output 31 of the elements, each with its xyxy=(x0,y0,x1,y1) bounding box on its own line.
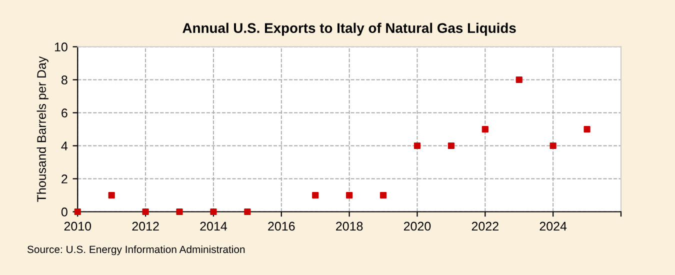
x-tick-label: 2018 xyxy=(336,222,363,231)
source-note: Source: U.S. Energy Information Administration xyxy=(27,245,245,256)
x-tick-label: 2010 xyxy=(64,222,92,231)
point xyxy=(550,142,556,150)
point xyxy=(448,142,454,150)
y-tick-label: 2 xyxy=(62,174,68,184)
x-tick-label: 2024 xyxy=(540,222,567,231)
point xyxy=(414,142,421,150)
x-tick-label: 2020 xyxy=(404,222,431,231)
x-tick-label: 2016 xyxy=(268,222,295,231)
point xyxy=(482,126,488,133)
y-tick-label: 0 xyxy=(61,208,68,216)
point xyxy=(108,192,115,199)
point xyxy=(142,208,149,216)
point xyxy=(584,126,590,133)
y-tick-label: 6 xyxy=(62,108,68,118)
y-tick-label: 4 xyxy=(61,142,68,150)
y-axis-title: Thousand Barrels per Day xyxy=(36,56,48,202)
x-tick-label: 2012 xyxy=(132,222,159,231)
chart-title: Annual U.S. Exports to Italy of Natural Gas Liquids xyxy=(182,22,516,36)
point xyxy=(346,192,353,199)
x-tick-label: 2022 xyxy=(472,222,498,231)
y-tick-label: 8 xyxy=(61,76,68,84)
y-tick-label: 10 xyxy=(54,42,68,52)
point xyxy=(516,76,522,84)
point xyxy=(380,192,387,199)
x-tick-label: 2014 xyxy=(200,222,228,231)
point xyxy=(244,208,251,216)
point xyxy=(312,192,319,199)
point xyxy=(176,208,183,216)
point xyxy=(210,208,217,216)
